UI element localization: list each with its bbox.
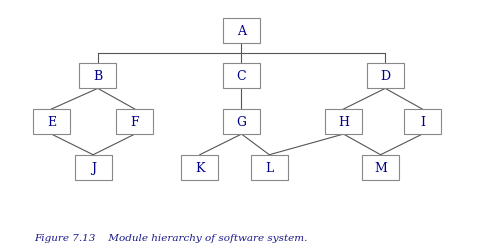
Text: E: E [47,116,56,129]
FancyBboxPatch shape [367,64,404,89]
Text: L: L [265,161,273,174]
FancyBboxPatch shape [181,155,218,180]
FancyBboxPatch shape [74,155,112,180]
FancyBboxPatch shape [79,64,116,89]
Text: F: F [130,116,139,129]
Text: C: C [237,70,246,83]
Text: A: A [237,25,246,38]
FancyBboxPatch shape [33,110,70,135]
Text: G: G [237,116,246,129]
Text: H: H [338,116,349,129]
FancyBboxPatch shape [223,19,260,44]
FancyBboxPatch shape [325,110,362,135]
Text: D: D [380,70,390,83]
FancyBboxPatch shape [251,155,288,180]
Text: J: J [91,161,96,174]
Text: Figure 7.13    Module hierarchy of software system.: Figure 7.13 Module hierarchy of software… [34,233,307,242]
Text: I: I [420,116,425,129]
Text: M: M [374,161,387,174]
Text: K: K [195,161,204,174]
FancyBboxPatch shape [223,64,260,89]
FancyBboxPatch shape [404,110,441,135]
FancyBboxPatch shape [116,110,154,135]
FancyBboxPatch shape [362,155,399,180]
Text: B: B [93,70,102,83]
FancyBboxPatch shape [223,110,260,135]
